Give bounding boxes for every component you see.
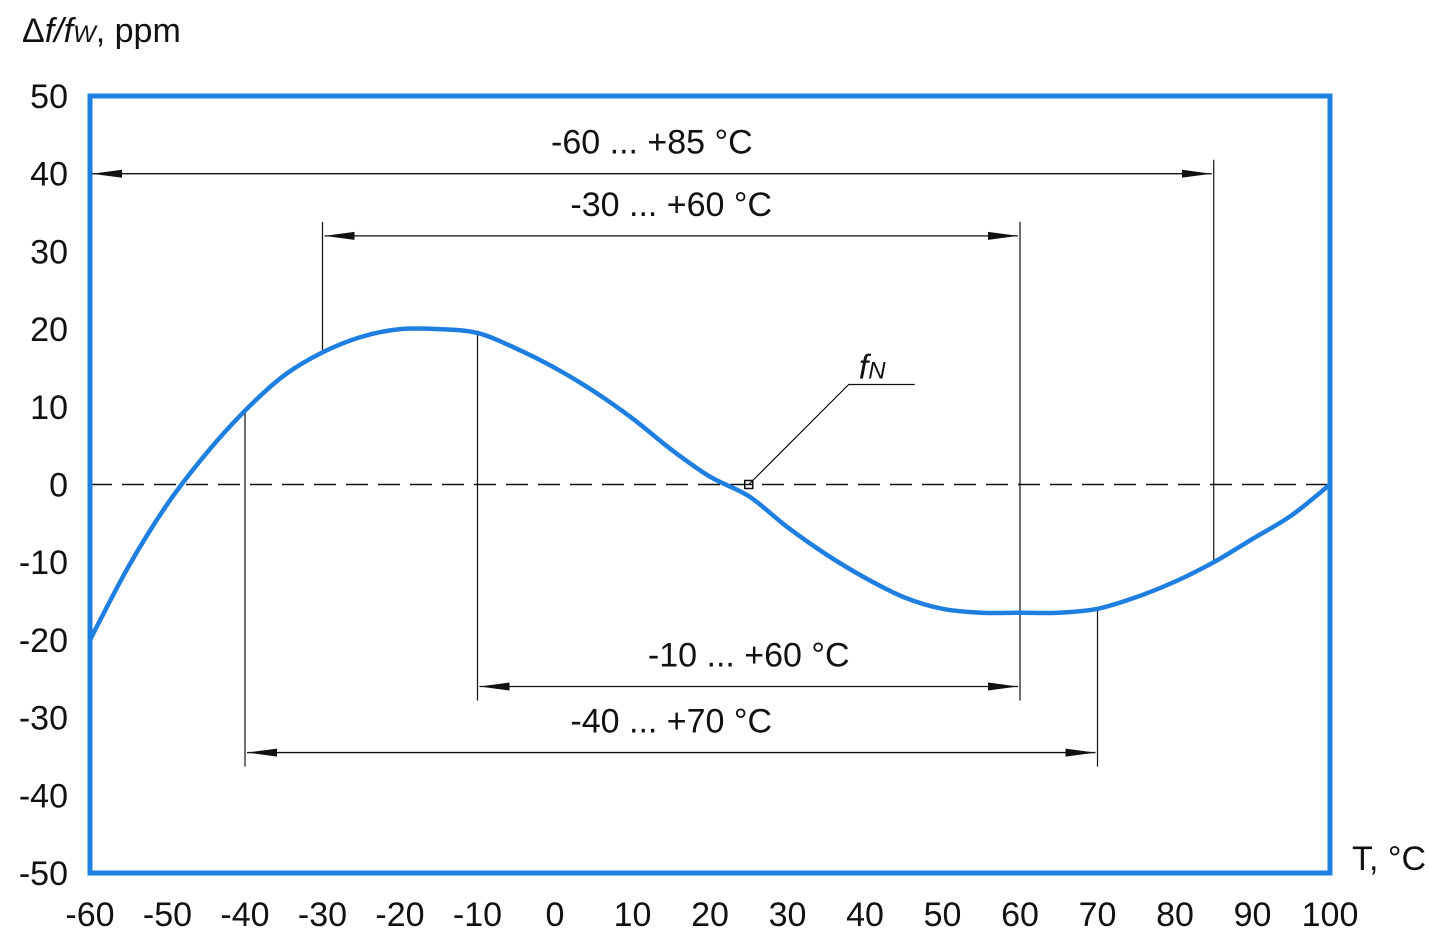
range-label: -60 ... +85 °C [551,124,753,162]
x-tick-label: -30 [298,896,347,931]
y-axis-title: Δf/fW, ppm [22,12,181,50]
fn-leader-line [748,383,915,485]
fn-label-subscript: N [868,358,886,385]
fn-point [744,479,754,490]
x-tick-label: 60 [1001,896,1039,931]
y-tick-labels: 50 40 30 20 10 0 -10 -20 -30 -40 -50 [19,78,68,893]
range-annotations: -60 ... +85 °C -30 ... +60 °C -10 ... +60 … [92,124,1212,757]
fn-label: fN [859,349,886,387]
range-label: -10 ... +60 °C [648,637,850,675]
y-tick-label: 40 [30,156,68,194]
x-tick-label: 30 [769,896,807,931]
x-tick-label: 40 [846,896,884,931]
range-guides [244,159,1215,767]
y-tick-label: 30 [30,233,68,271]
x-tick-label: -50 [143,896,192,931]
y-tick-label: 20 [30,311,68,349]
x-tick-label: 20 [691,896,729,931]
x-tick-label: -20 [375,896,424,931]
x-tick-label: 90 [1234,896,1272,931]
x-tick-labels: -60 -50 -40 -30 -20 -10 0 10 20 30 40 50 60 70 80 90 100 [65,896,1359,934]
y-tick-label: 50 [30,78,68,116]
fn-marker: fN [744,349,915,490]
y-axis-title-subscript: W [73,21,98,48]
x-tick-label: 70 [1079,896,1117,931]
y-tick-label: -50 [19,855,68,893]
x-tick-label: -40 [220,896,269,931]
x-tick-label: 10 [614,896,652,931]
y-tick-label: -10 [19,544,68,582]
plot-frame [87,93,1333,876]
y-tick-label: 0 [49,467,68,505]
range-label: -40 ... +70 °C [570,703,772,741]
x-tick-label: 0 [546,896,565,931]
y-tick-label: -40 [19,777,68,815]
x-tick-label: -60 [65,896,114,931]
x-tick-label: 100 [1302,896,1359,931]
x-axis-title: T, °C [1352,840,1426,878]
x-tick-label: -10 [453,896,502,931]
y-axis-title-unit: , ppm [96,12,181,50]
range-label: -30 ... +60 °C [570,186,772,224]
y-axis-title-delta: Δ [22,12,45,50]
y-axis-title-slash: / [52,12,67,50]
y-tick-label: -20 [19,622,68,660]
x-tick-label: 50 [924,896,962,931]
x-tick-label: 80 [1156,896,1194,931]
frequency-curve [87,326,1333,643]
y-tick-label: 10 [30,389,68,427]
y-tick-label: -30 [19,700,68,738]
